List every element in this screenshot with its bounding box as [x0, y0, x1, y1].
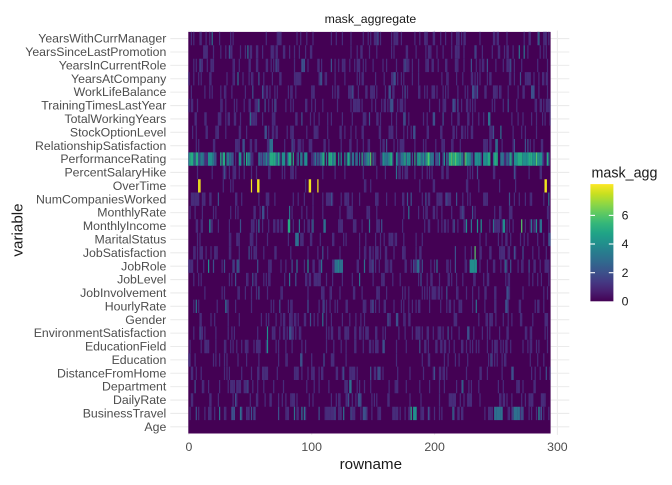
svg-text:PerformanceRating: PerformanceRating — [60, 152, 166, 166]
svg-text:JobInvolvement: JobInvolvement — [80, 286, 167, 300]
svg-text:TrainingTimesLastYear: TrainingTimesLastYear — [41, 99, 166, 113]
svg-text:JobSatisfaction: JobSatisfaction — [83, 246, 167, 260]
svg-text:PercentSalaryHike: PercentSalaryHike — [64, 166, 166, 180]
svg-text:Age: Age — [144, 420, 166, 434]
svg-text:variable: variable — [10, 203, 27, 256]
svg-text:MonthlyIncome: MonthlyIncome — [83, 219, 167, 233]
svg-text:0: 0 — [185, 440, 192, 454]
svg-text:WorkLifeBalance: WorkLifeBalance — [74, 85, 167, 99]
svg-text:Gender: Gender — [125, 313, 166, 327]
svg-text:StockOptionLevel: StockOptionLevel — [70, 125, 166, 139]
svg-text:TotalWorkingYears: TotalWorkingYears — [64, 112, 166, 126]
svg-text:EnvironmentSatisfaction: EnvironmentSatisfaction — [34, 326, 167, 340]
svg-text:MonthlyRate: MonthlyRate — [97, 206, 166, 220]
svg-text:YearsAtCompany: YearsAtCompany — [71, 72, 167, 86]
svg-text:OverTime: OverTime — [113, 179, 167, 193]
svg-text:YearsInCurrentRole: YearsInCurrentRole — [59, 59, 167, 73]
svg-text:NumCompaniesWorked: NumCompaniesWorked — [36, 192, 166, 206]
svg-text:JobRole: JobRole — [121, 259, 166, 273]
svg-text:DistanceFromHome: DistanceFromHome — [57, 366, 166, 380]
svg-text:100: 100 — [301, 440, 322, 454]
svg-text:YearsSinceLastPromotion: YearsSinceLastPromotion — [25, 45, 166, 59]
svg-text:rowname: rowname — [340, 456, 402, 473]
svg-text:HourlyRate: HourlyRate — [105, 299, 167, 313]
svg-text:BusinessTravel: BusinessTravel — [83, 407, 167, 421]
svg-text:300: 300 — [547, 440, 568, 454]
svg-text:6: 6 — [622, 209, 629, 223]
svg-text:DailyRate: DailyRate — [113, 393, 166, 407]
svg-text:Education: Education — [112, 353, 167, 367]
svg-text:2: 2 — [622, 266, 629, 280]
svg-text:Department: Department — [102, 380, 167, 394]
svg-text:4: 4 — [622, 237, 629, 251]
svg-text:mask_agg: mask_agg — [592, 166, 658, 182]
svg-text:200: 200 — [424, 440, 445, 454]
svg-text:YearsWithCurrManager: YearsWithCurrManager — [38, 32, 166, 46]
svg-text:RelationshipSatisfaction: RelationshipSatisfaction — [35, 139, 166, 153]
svg-text:mask_aggregate: mask_aggregate — [325, 12, 417, 26]
svg-text:MaritalStatus: MaritalStatus — [95, 233, 167, 247]
svg-text:0: 0 — [622, 295, 629, 309]
svg-text:JobLevel: JobLevel — [117, 273, 166, 287]
svg-text:EducationField: EducationField — [85, 340, 167, 354]
